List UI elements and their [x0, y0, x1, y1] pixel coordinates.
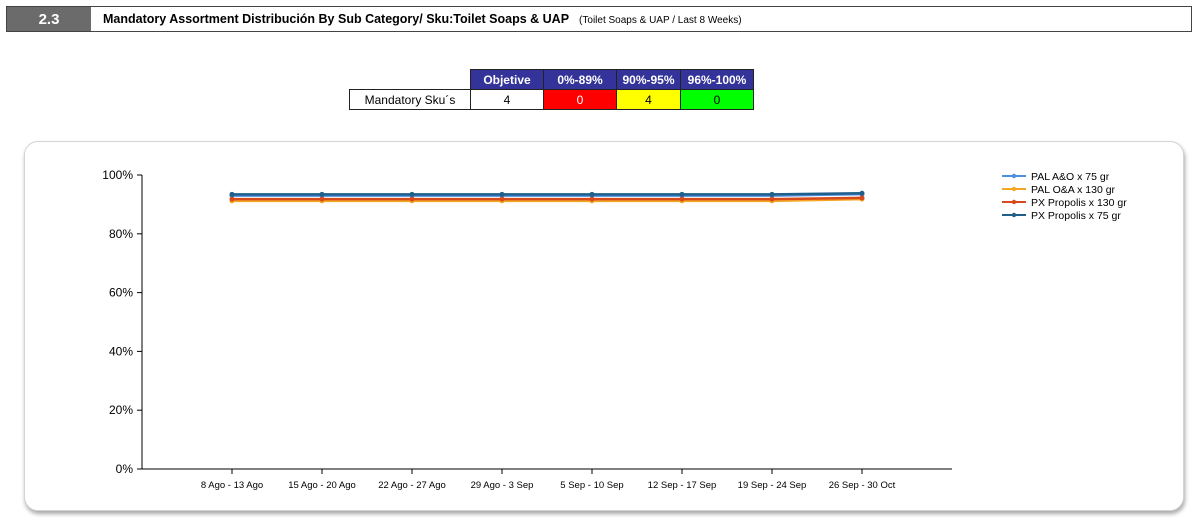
legend-label: PAL A&O x 75 gr	[1031, 171, 1110, 183]
data-point	[409, 196, 415, 202]
y-tick-label: 80%	[109, 227, 133, 241]
summary-value-0-89: 0	[543, 89, 617, 110]
data-point	[859, 190, 865, 196]
data-point	[229, 196, 235, 202]
x-tick-label: 29 Ago - 3 Sep	[471, 480, 534, 491]
x-tick-label: 26 Sep - 30 Oct	[829, 480, 896, 491]
y-tick-label: 40%	[109, 344, 133, 358]
line-chart: 0% 20% 40% 60% 80% 100% 8 Ago - 13 Ago 15 Ago -…	[102, 168, 1127, 491]
y-tick-label: 20%	[109, 403, 133, 417]
data-point	[319, 191, 325, 197]
y-tick-label: 100%	[102, 168, 133, 182]
title-text: Mandatory Assortment Distribución By Sub…	[103, 12, 570, 26]
summary-value-96-100: 0	[680, 89, 754, 110]
summary-value-90-95: 4	[616, 89, 681, 110]
y-tick-label: 0%	[116, 462, 134, 476]
x-tick-label: 22 Ago - 27 Ago	[378, 480, 446, 491]
data-point	[769, 191, 775, 197]
legend-label: PX Propolis x 130 gr	[1031, 197, 1127, 209]
legend-label: PAL O&A x 130 gr	[1031, 184, 1116, 196]
data-point	[859, 195, 865, 201]
section-number: 2.3	[7, 7, 91, 31]
summary-table: Objetive 0%-89% 90%-95% 96%-100% Mandato…	[349, 69, 754, 110]
section-header: 2.3 Mandatory Assortment Distribución By…	[6, 6, 1192, 32]
series-line	[232, 197, 863, 203]
summary-col-0-89: 0%-89%	[543, 69, 617, 90]
data-point	[409, 191, 415, 197]
summary-data-row: Mandatory Sku´s 4 0 4 0	[349, 89, 754, 110]
summary-corner	[350, 70, 471, 90]
chart-panel: 0% 20% 40% 60% 80% 100% 8 Ago - 13 Ago 15 Ago -…	[24, 141, 1184, 511]
summary-header-row: Objetive 0%-89% 90%-95% 96%-100%	[350, 69, 754, 90]
data-point	[319, 196, 325, 202]
title-subtitle: (Toilet Soaps & UAP / Last 8 Weeks)	[579, 15, 742, 26]
summary-row-label: Mandatory Sku´s	[349, 89, 471, 110]
data-point	[499, 196, 505, 202]
data-point	[679, 196, 685, 202]
x-tick-label: 19 Sep - 24 Sep	[738, 480, 807, 491]
x-tick-label: 5 Sep - 10 Sep	[560, 480, 623, 491]
x-tick-label: 15 Ago - 20 Ago	[288, 480, 356, 491]
data-point	[679, 191, 685, 197]
data-point	[589, 196, 595, 202]
y-tick-label: 60%	[109, 286, 133, 300]
summary-col-90-95: 90%-95%	[616, 69, 681, 90]
data-point	[229, 191, 235, 197]
legend-marker	[1011, 173, 1017, 179]
series-line	[232, 196, 863, 201]
series-line	[232, 191, 863, 196]
data-point	[499, 191, 505, 197]
data-point	[589, 191, 595, 197]
section-title: Mandatory Assortment Distribución By Sub…	[103, 12, 742, 26]
legend-marker	[1011, 186, 1017, 192]
legend-marker	[1011, 199, 1017, 205]
legend-label: PX Propolis x 75 gr	[1031, 210, 1121, 222]
summary-col-objetive: Objetive	[470, 69, 544, 90]
legend-marker	[1011, 212, 1017, 218]
summary-value-objetive: 4	[470, 89, 544, 110]
summary-col-96-100: 96%-100%	[680, 69, 754, 90]
data-point	[769, 196, 775, 202]
x-tick-label: 8 Ago - 13 Ago	[201, 480, 263, 491]
x-tick-label: 12 Sep - 17 Sep	[648, 480, 717, 491]
